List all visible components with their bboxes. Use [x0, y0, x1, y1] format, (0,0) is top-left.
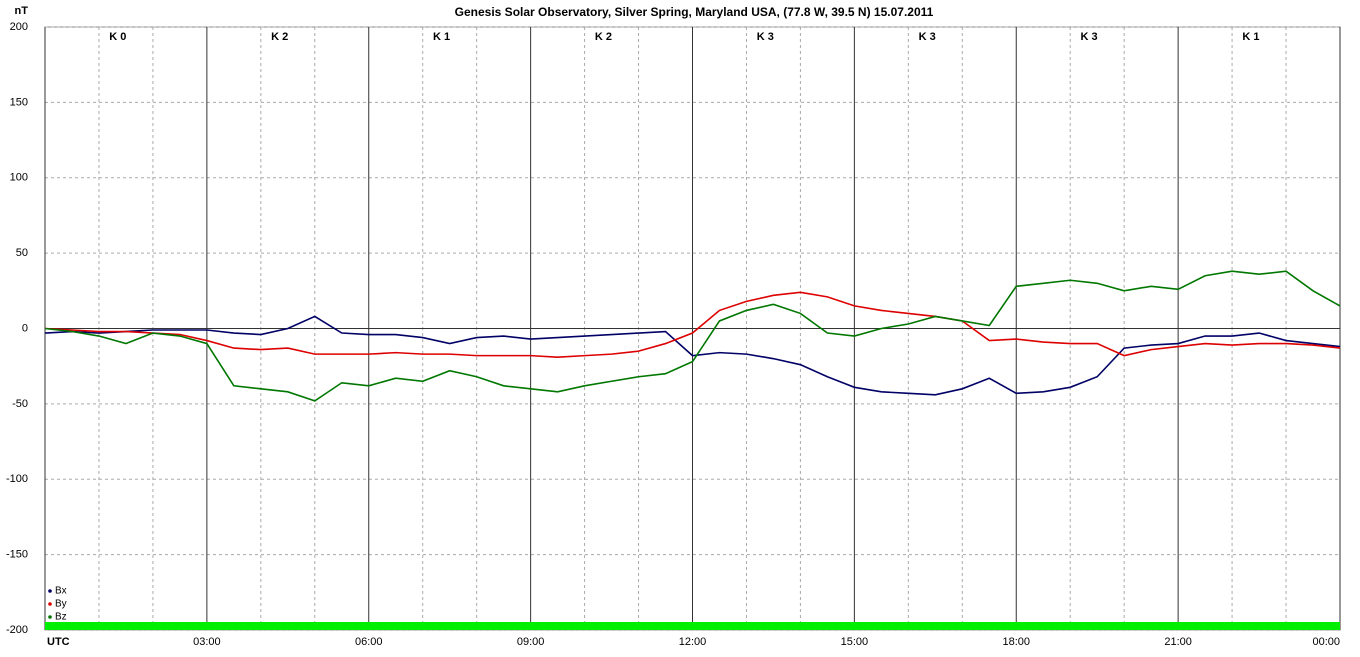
x-tick-label: 12:00 [679, 636, 707, 648]
legend-label: Bz [55, 612, 67, 623]
y-tick-label: -100 [6, 473, 28, 485]
chart-title: Genesis Solar Observatory, Silver Spring… [455, 5, 934, 19]
line-series [44, 315, 1341, 396]
k-index-label: K 3 [919, 31, 936, 43]
x-tick-label: 03:00 [193, 636, 221, 648]
y-tick-label: 50 [16, 247, 28, 259]
y-tick-label: 200 [10, 21, 28, 33]
k-index-label: K 1 [1242, 31, 1259, 43]
x-tick-label: 09:00 [517, 636, 545, 648]
x-tick-label: 15:00 [841, 636, 869, 648]
k-index-label: K 2 [595, 31, 612, 43]
line-series [44, 270, 1341, 402]
legend-marker [48, 602, 52, 606]
k-index-label: K 3 [757, 31, 774, 43]
k-index-label: K 0 [109, 31, 126, 43]
status-bar [45, 622, 1340, 630]
y-tick-label: 100 [10, 172, 28, 184]
k-index-label: K 1 [433, 31, 450, 43]
legend-label: By [55, 599, 67, 610]
x-tick-label: 18:00 [1002, 636, 1030, 648]
k-index-label: K 2 [271, 31, 288, 43]
x-tick-label: 00:00 [1312, 636, 1340, 648]
y-tick-label: 0 [22, 322, 28, 334]
y-tick-label: -200 [6, 624, 28, 636]
x-tick-label: UTC [47, 636, 70, 648]
k-index-label: K 3 [1081, 31, 1098, 43]
line-series [44, 291, 1341, 358]
y-tick-label: -150 [6, 549, 28, 561]
legend-marker [48, 589, 52, 593]
x-tick-label: 06:00 [355, 636, 383, 648]
y-axis-label: nT [15, 5, 29, 17]
legend-label: Bx [55, 586, 67, 597]
legend-marker [48, 615, 52, 619]
y-tick-label: 150 [10, 96, 28, 108]
x-tick-label: 21:00 [1164, 636, 1192, 648]
y-tick-label: -50 [12, 398, 28, 410]
